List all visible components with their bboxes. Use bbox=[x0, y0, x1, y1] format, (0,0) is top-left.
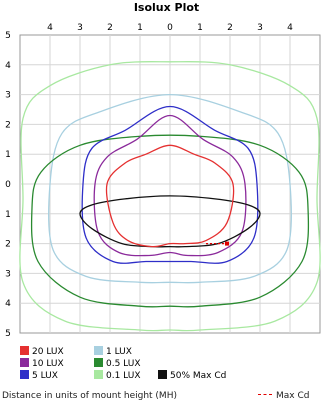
y-tick-label: 1 bbox=[5, 210, 11, 220]
y-tick-label: 0 bbox=[5, 180, 11, 190]
legend-item-0-5-lux: 0.5 LUX bbox=[94, 358, 141, 369]
axis-tick-labels: 4 3 2 1 0 1 2 3 4 5 4 3 2 1 0 1 2 3 4 5 bbox=[5, 23, 293, 339]
y-tick-label: 4 bbox=[5, 61, 11, 71]
legend-swatch bbox=[94, 358, 103, 367]
legend-label: 5 LUX bbox=[32, 371, 58, 381]
legend-item-5-lux: 5 LUX bbox=[20, 370, 58, 381]
grid bbox=[19, 34, 321, 334]
x-tick-label: 1 bbox=[137, 23, 143, 33]
y-tick-label: 1 bbox=[5, 150, 11, 160]
contour-series bbox=[19, 61, 321, 332]
legend-label: 50% Max Cd bbox=[170, 371, 227, 381]
y-tick-label: 5 bbox=[5, 31, 11, 41]
x-tick-label: 4 bbox=[47, 23, 53, 33]
legend-swatch bbox=[20, 346, 29, 355]
x-tick-label: 2 bbox=[227, 23, 233, 33]
legend-swatch bbox=[94, 370, 103, 379]
x-tick-label: 3 bbox=[257, 23, 263, 33]
legend-swatch bbox=[158, 370, 167, 379]
legend-swatch bbox=[20, 358, 29, 367]
series-line-50-max-cd bbox=[79, 195, 261, 248]
y-tick-label: 4 bbox=[5, 299, 11, 309]
series-line-20-lux bbox=[105, 144, 235, 248]
x-tick-label: 2 bbox=[107, 23, 113, 33]
legend-label: 10 LUX bbox=[32, 359, 64, 369]
legend-item-20-lux: 20 LUX bbox=[20, 346, 64, 357]
legend-item-10-lux: 10 LUX bbox=[20, 358, 64, 369]
x-tick-label: 3 bbox=[77, 23, 83, 33]
series-line-5-lux bbox=[81, 105, 259, 264]
legend-label: 0.5 LUX bbox=[106, 359, 141, 369]
x-tick-label: 4 bbox=[287, 23, 293, 33]
chart-title: Isolux Plot bbox=[133, 1, 200, 14]
y-tick-label: 3 bbox=[5, 269, 11, 279]
legend-item-50-max-cd: 50% Max Cd bbox=[158, 370, 226, 381]
legend-item-max-cd: Max Cd bbox=[258, 390, 309, 402]
legend-swatch bbox=[94, 346, 103, 355]
y-tick-label: 5 bbox=[5, 329, 11, 339]
x-tick-label: 1 bbox=[197, 23, 203, 33]
series-line-1-lux bbox=[48, 93, 292, 284]
legend-label: 0.1 LUX bbox=[106, 371, 141, 381]
y-tick-label: 3 bbox=[5, 91, 11, 101]
series-line-10-lux bbox=[93, 114, 247, 257]
x-tick-label: 0 bbox=[167, 23, 173, 33]
series-line-0-1-lux bbox=[19, 61, 321, 332]
legend-item-0-1-lux: 0.1 LUX bbox=[94, 370, 141, 381]
max-cd-point bbox=[225, 241, 229, 246]
legend-label: 20 LUX bbox=[32, 347, 64, 357]
y-tick-label: 2 bbox=[5, 240, 11, 250]
y-tick-label: 2 bbox=[5, 120, 11, 130]
distance-footnote: Distance in units of mount height (MH) bbox=[2, 391, 177, 401]
legend-label: Max Cd bbox=[276, 391, 310, 401]
max-cd-marker-layer bbox=[206, 241, 229, 246]
legend-swatch-dashed bbox=[258, 394, 272, 395]
legend-label: 1 LUX bbox=[106, 347, 132, 357]
legend-item-1-lux: 1 LUX bbox=[94, 346, 132, 357]
series-line-0-5-lux bbox=[30, 134, 310, 308]
legend-swatch bbox=[20, 370, 29, 379]
